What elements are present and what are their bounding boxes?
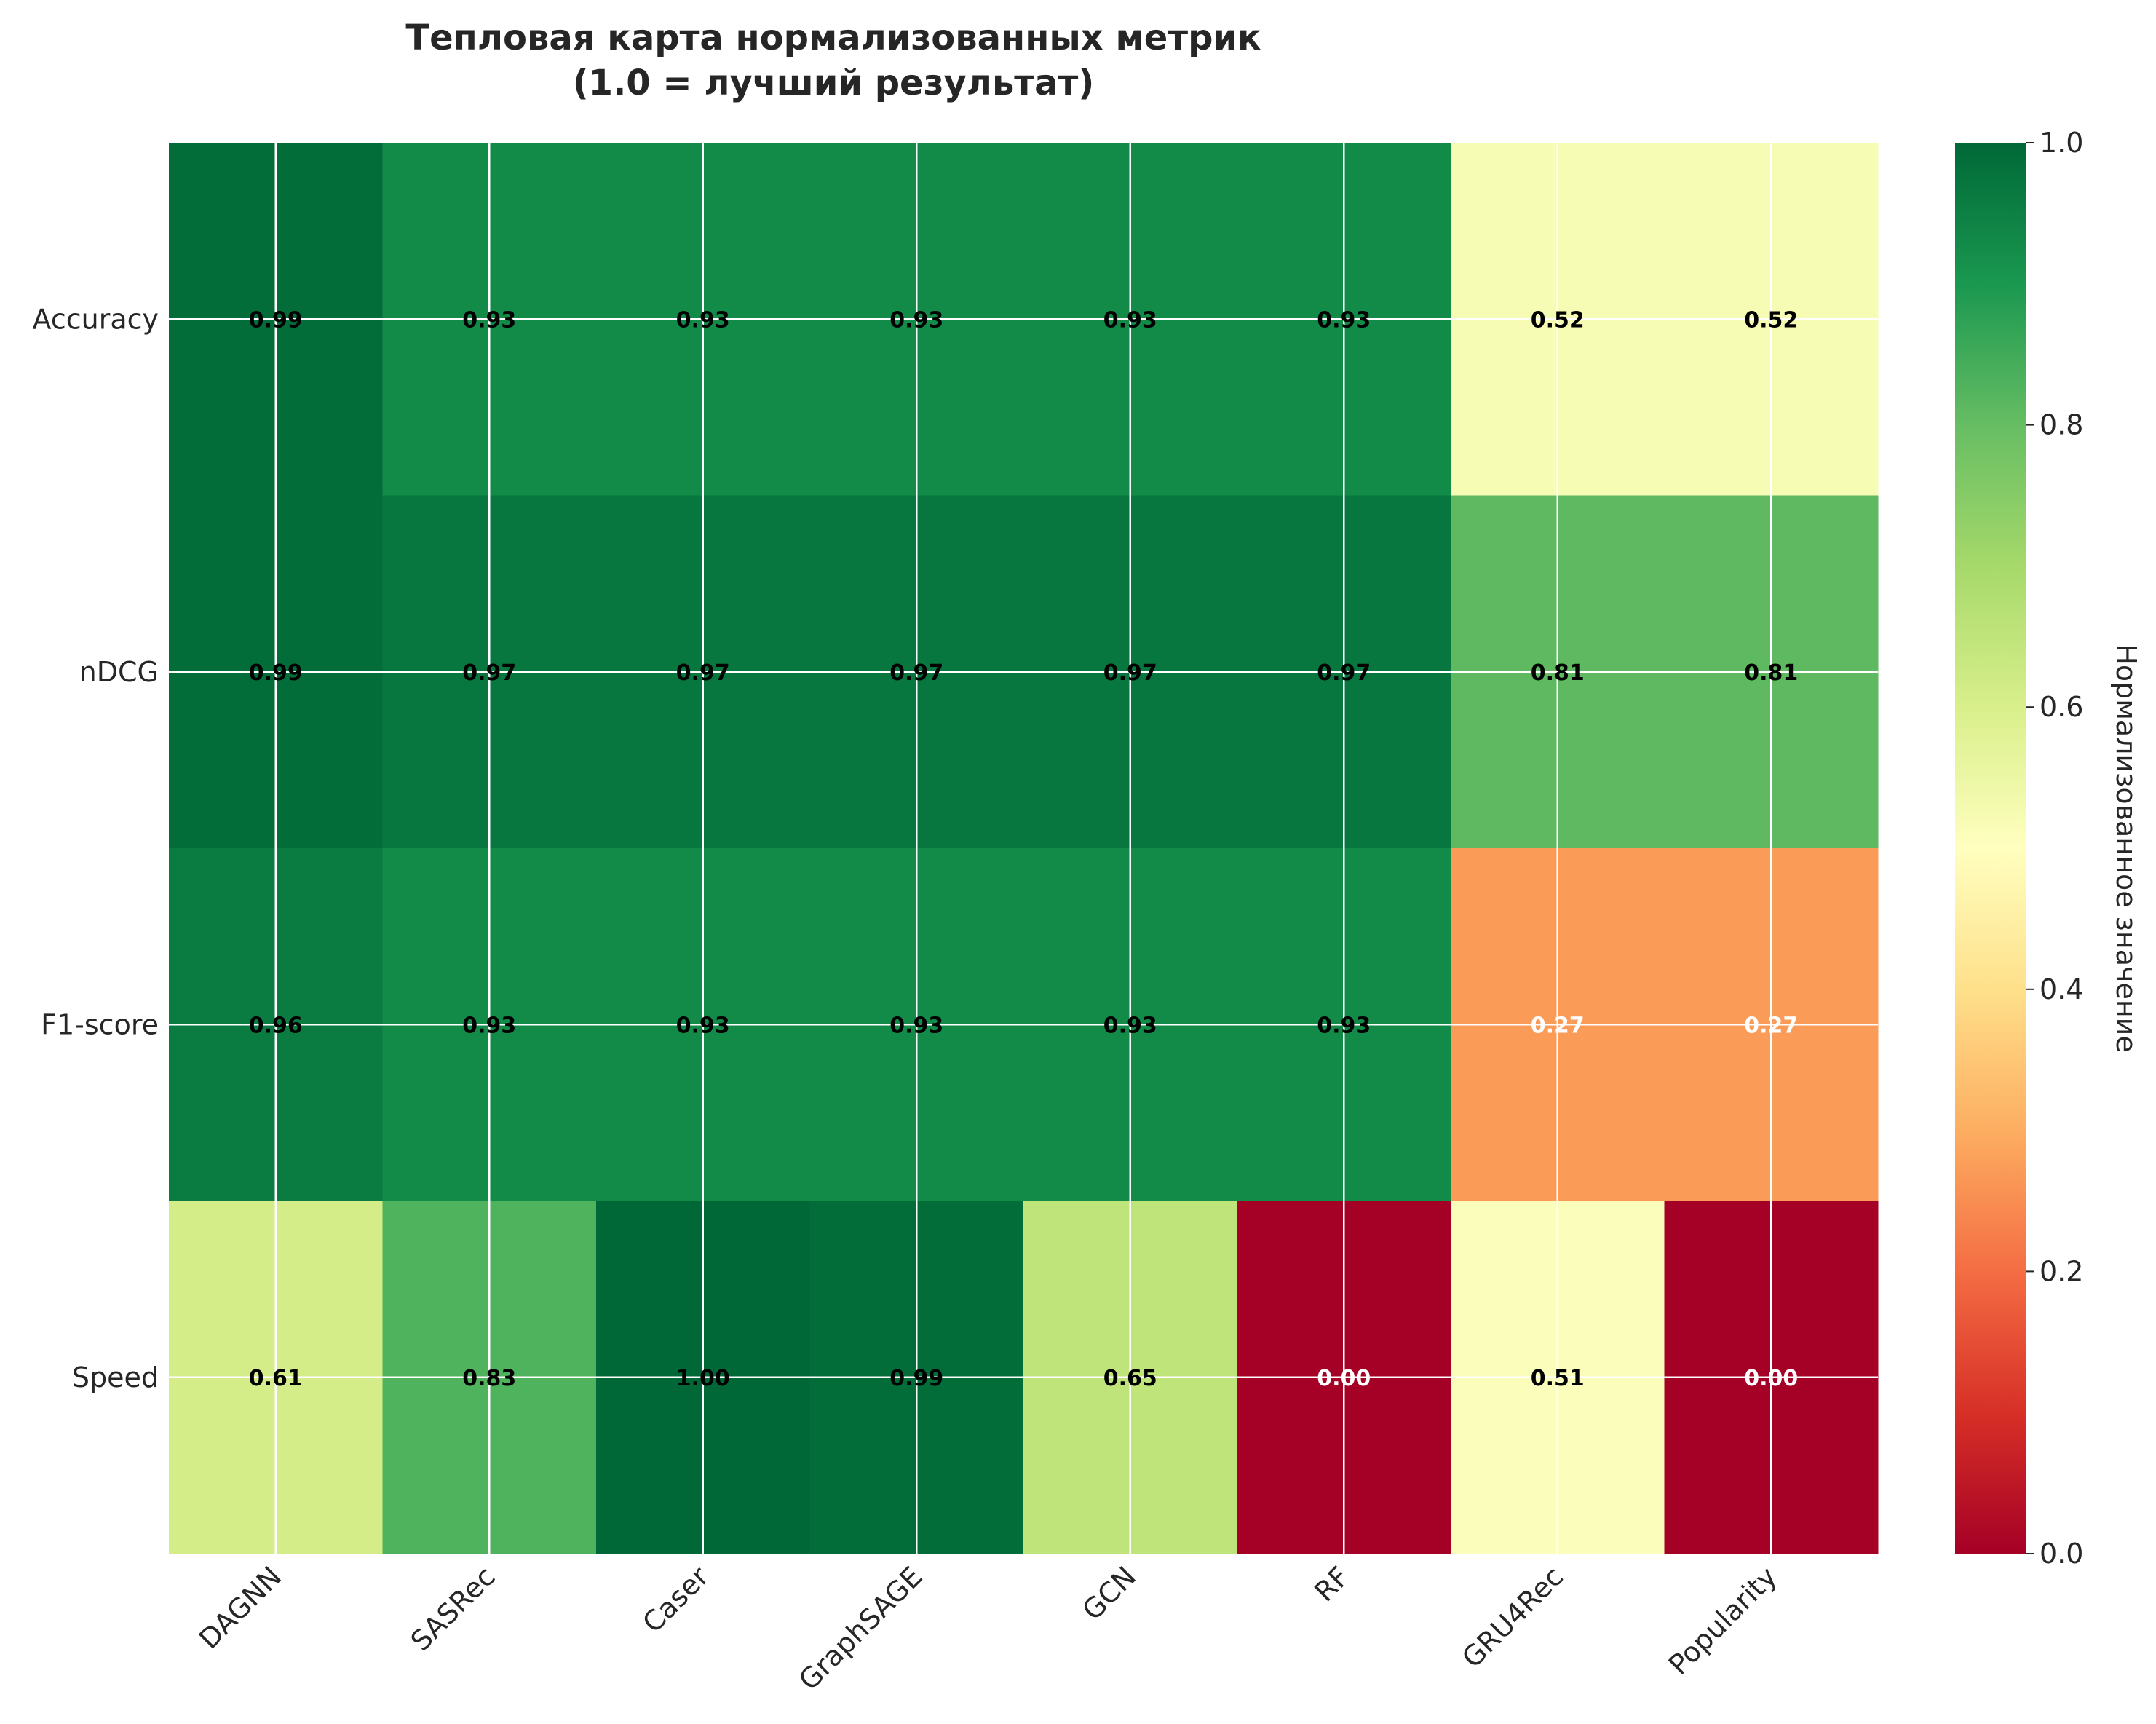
chart-title-line-2: (1.0 = лучший результат) xyxy=(573,63,1095,103)
colorbar-ticks: 0.0 0.2 0.4 0.6 0.8 1.0 xyxy=(2026,127,2083,1570)
cell-value-label: 0.97 xyxy=(1317,660,1371,686)
cell-value-label: 0.93 xyxy=(889,307,943,333)
cell-value-label: 0.00 xyxy=(1744,1366,1798,1391)
row-label: F1-score xyxy=(41,1008,159,1040)
colorbar-label: Нормализованное значение xyxy=(2110,644,2142,1053)
row-label: nDCG xyxy=(79,656,159,688)
cell-value-label: 0.97 xyxy=(462,660,516,686)
cell-value-label: 0.99 xyxy=(249,660,303,686)
colorbar-tick-label: 0.4 xyxy=(2040,973,2083,1005)
cell-value-label: 0.93 xyxy=(1103,307,1157,333)
cell-value-label: 0.52 xyxy=(1531,307,1585,333)
cell-value-label: 0.99 xyxy=(249,307,303,333)
chart-title-line-1: Тепловая карта нормализованных метрик xyxy=(405,17,1261,58)
heatmap-grid xyxy=(169,143,1878,1554)
row-tick-labels: Accuracy nDCG F1-score Speed xyxy=(33,303,159,1393)
cell-value-label: 0.93 xyxy=(676,307,730,333)
cell-value-label: 0.52 xyxy=(1744,307,1798,333)
colorbar-tick-label: 1.0 xyxy=(2040,127,2083,159)
cell-value-label: 0.61 xyxy=(249,1366,303,1391)
cell-value-label: 0.97 xyxy=(889,660,943,686)
cell-value-label: 0.97 xyxy=(1103,660,1157,686)
column-label: GRU4Rec xyxy=(1456,1560,1569,1674)
cell-value-label: 0.97 xyxy=(676,660,730,686)
colorbar xyxy=(1955,143,2026,1554)
cell-value-label: 0.00 xyxy=(1317,1366,1371,1391)
column-label: GCN xyxy=(1076,1560,1142,1626)
cell-value-label: 0.93 xyxy=(1103,1013,1157,1038)
cell-value-label: 0.93 xyxy=(1317,307,1371,333)
column-label: GraphSAGE xyxy=(793,1560,929,1696)
cell-value-label: 0.81 xyxy=(1531,660,1585,686)
column-label: RF xyxy=(1308,1560,1355,1608)
heatmap-cells xyxy=(169,143,1879,1554)
cell-value-label: 0.93 xyxy=(676,1013,730,1038)
column-label: Caser xyxy=(636,1560,715,1639)
cell-value-label: 0.27 xyxy=(1744,1013,1798,1038)
colorbar-tick-label: 0.0 xyxy=(2040,1538,2083,1570)
cell-value-label: 0.93 xyxy=(462,1013,516,1038)
cell-value-label: 0.93 xyxy=(1317,1013,1371,1038)
colorbar-tick-label: 0.8 xyxy=(2040,409,2083,441)
cell-value-label: 0.81 xyxy=(1744,660,1798,686)
cell-value-label: 0.83 xyxy=(462,1366,516,1391)
cell-value-label: 0.96 xyxy=(249,1013,303,1038)
column-label: Popularity xyxy=(1662,1560,1783,1681)
column-tick-labels: DAGNN SASRec Caser GraphSAGE GCN RF GRU4Rec Pop… xyxy=(193,1560,1783,1696)
column-label: DAGNN xyxy=(193,1560,288,1655)
cell-value-label: 0.99 xyxy=(889,1366,943,1391)
row-label: Speed xyxy=(72,1361,159,1393)
cell-value-label: 0.93 xyxy=(889,1013,943,1038)
column-label: SASRec xyxy=(405,1560,502,1657)
cell-value-label: 0.51 xyxy=(1531,1366,1585,1391)
row-label: Accuracy xyxy=(33,303,159,335)
cell-value-label: 0.93 xyxy=(462,307,516,333)
cell-value-label: 0.27 xyxy=(1531,1013,1585,1038)
cell-value-label: 1.00 xyxy=(676,1366,730,1391)
colorbar-tick-label: 0.6 xyxy=(2040,691,2083,723)
heatmap-value-labels: 0.99 0.93 0.93 0.93 0.93 0.93 0.52 0.52 0.99 0.97… xyxy=(249,307,1799,1391)
colorbar-tick-label: 0.2 xyxy=(2040,1255,2083,1287)
cell-value-label: 0.65 xyxy=(1103,1366,1157,1391)
